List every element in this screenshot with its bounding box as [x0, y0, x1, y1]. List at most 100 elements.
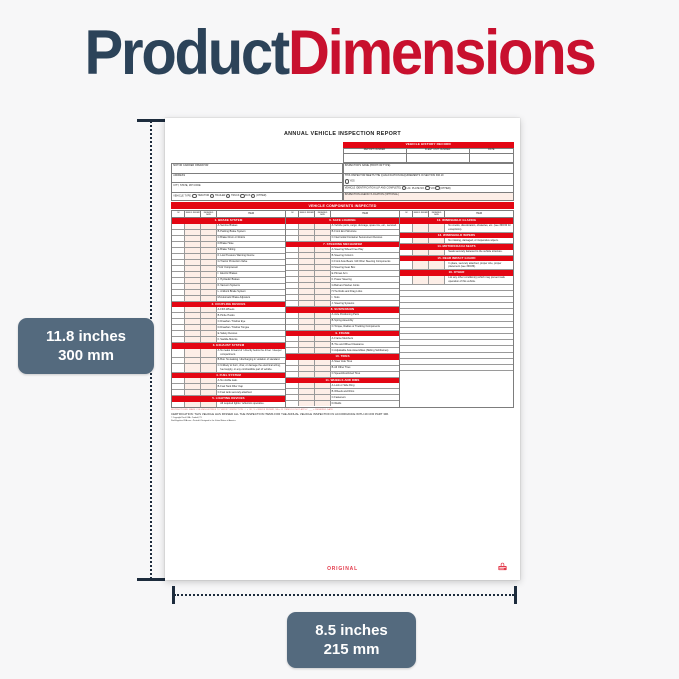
- write-in-line[interactable]: [400, 328, 513, 334]
- write-in-line[interactable]: [400, 322, 513, 328]
- cell-needs-repair[interactable]: [299, 229, 316, 235]
- cell-needs-repair[interactable]: [185, 307, 202, 313]
- cell-repaired[interactable]: [201, 295, 217, 301]
- cell-repaired[interactable]: [315, 324, 331, 330]
- field-inspector-name[interactable]: INSPECTOR'S NAME (PRINT OR TYPE): [342, 162, 514, 174]
- checkbox-other-vehicle[interactable]: (OTHER): [251, 193, 266, 198]
- cell-needs-repair[interactable]: [185, 390, 202, 396]
- cell-ok[interactable]: [286, 395, 300, 401]
- field-city-state-zip[interactable]: CITY, STATE, ZIP CODE: [171, 182, 343, 193]
- cell-repaired[interactable]: [315, 229, 331, 235]
- cell-ok[interactable]: [172, 229, 186, 235]
- write-in-line[interactable]: [400, 353, 513, 359]
- cell-needs-repair[interactable]: [185, 241, 202, 247]
- cell-ok[interactable]: [286, 318, 300, 324]
- field-qualification[interactable]: THIS INSPECTOR MEETS THE QUALIFICATION R…: [342, 172, 514, 186]
- write-in-line[interactable]: [400, 315, 513, 322]
- cell-ok[interactable]: [172, 277, 186, 283]
- cell-needs-repair[interactable]: [185, 378, 202, 384]
- cell-ok[interactable]: [172, 384, 186, 390]
- cell-repaired[interactable]: [315, 342, 331, 348]
- cell-needs-repair[interactable]: [299, 301, 316, 307]
- cell-ok[interactable]: [286, 371, 300, 377]
- cell-needs-repair[interactable]: [185, 337, 202, 343]
- checkbox-other-id[interactable]: (OTHER): [435, 186, 451, 191]
- cell-ok[interactable]: [286, 389, 300, 395]
- cell-ok[interactable]: [172, 247, 186, 253]
- cell-ok[interactable]: [286, 383, 300, 389]
- cell-ok[interactable]: [286, 365, 300, 371]
- write-in-line[interactable]: [400, 340, 513, 347]
- cell-ok[interactable]: [172, 223, 186, 229]
- checkbox-lic-plate[interactable]: LIC. PLATE NO.: [401, 186, 425, 191]
- write-in-line[interactable]: [400, 365, 513, 372]
- cell-repaired[interactable]: [315, 277, 331, 283]
- write-in-line[interactable]: [400, 309, 513, 316]
- cell-needs-repair[interactable]: [185, 271, 202, 277]
- field-report-number[interactable]: [342, 152, 407, 163]
- cell-needs-repair[interactable]: [299, 247, 316, 253]
- cell-repaired[interactable]: [201, 241, 217, 247]
- cell-repaired[interactable]: [315, 301, 331, 307]
- cell-needs-repair[interactable]: [299, 259, 316, 265]
- cell-ok[interactable]: [286, 289, 300, 295]
- cell-ok[interactable]: [400, 275, 414, 284]
- cell-repaired[interactable]: [201, 289, 217, 295]
- cell-needs-repair[interactable]: [185, 319, 202, 325]
- cell-needs-repair[interactable]: [299, 312, 316, 318]
- field-fleet-unit-number[interactable]: [405, 152, 470, 163]
- cell-ok[interactable]: [172, 363, 186, 372]
- cell-ok[interactable]: [172, 313, 186, 319]
- cell-needs-repair[interactable]: [185, 259, 202, 265]
- cell-repaired[interactable]: [315, 365, 331, 371]
- cell-repaired[interactable]: [201, 325, 217, 331]
- cell-needs-repair[interactable]: [185, 283, 202, 289]
- cell-ok[interactable]: [172, 348, 186, 357]
- field-inspection-agency[interactable]: INSPECTION AGENCY/LOCATION (OPTIONAL): [342, 191, 514, 202]
- cell-repaired[interactable]: [201, 378, 217, 384]
- write-in-line[interactable]: [400, 346, 513, 353]
- cell-ok[interactable]: [286, 229, 300, 235]
- cell-repaired[interactable]: [201, 307, 217, 313]
- write-in-line[interactable]: [400, 303, 513, 310]
- cell-ok[interactable]: [172, 271, 186, 277]
- cell-ok[interactable]: [400, 261, 414, 270]
- field-date[interactable]: [468, 152, 515, 163]
- cell-repaired[interactable]: [201, 253, 217, 259]
- cell-repaired[interactable]: [201, 313, 217, 319]
- cell-ok[interactable]: [286, 336, 300, 342]
- cell-ok[interactable]: [172, 390, 186, 396]
- cell-repaired[interactable]: [315, 271, 331, 277]
- cell-ok[interactable]: [286, 265, 300, 271]
- field-address[interactable]: ADDRESS: [171, 172, 343, 184]
- cell-ok[interactable]: [172, 253, 186, 259]
- cell-ok[interactable]: [172, 283, 186, 289]
- cell-needs-repair[interactable]: [299, 389, 316, 395]
- cell-ok[interactable]: [286, 223, 300, 229]
- cell-ok[interactable]: [286, 359, 300, 365]
- cell-repaired[interactable]: [201, 348, 217, 357]
- cell-ok[interactable]: [286, 235, 300, 241]
- cell-repaired[interactable]: [201, 283, 217, 289]
- cell-repaired[interactable]: [429, 275, 445, 284]
- checkbox-tractor[interactable]: TRACTOR: [192, 193, 209, 198]
- cell-needs-repair[interactable]: [299, 295, 316, 301]
- cell-needs-repair[interactable]: [413, 238, 430, 244]
- cell-ok[interactable]: [172, 259, 186, 265]
- cell-needs-repair[interactable]: [299, 253, 316, 259]
- cell-needs-repair[interactable]: [299, 318, 316, 324]
- cell-ok[interactable]: [172, 307, 186, 313]
- cell-needs-repair[interactable]: [185, 223, 202, 229]
- cell-ok[interactable]: [172, 401, 186, 407]
- cell-ok[interactable]: [286, 283, 300, 289]
- cell-repaired[interactable]: [315, 312, 331, 318]
- cell-ok[interactable]: [286, 259, 300, 265]
- cell-needs-repair[interactable]: [299, 348, 316, 354]
- cell-needs-repair[interactable]: [185, 363, 202, 372]
- checkbox-bus[interactable]: BUS: [240, 193, 250, 198]
- cell-ok[interactable]: [172, 319, 186, 325]
- cell-needs-repair[interactable]: [299, 235, 316, 241]
- cell-ok[interactable]: [172, 265, 186, 271]
- cell-repaired[interactable]: [201, 271, 217, 277]
- cell-needs-repair[interactable]: [299, 359, 316, 365]
